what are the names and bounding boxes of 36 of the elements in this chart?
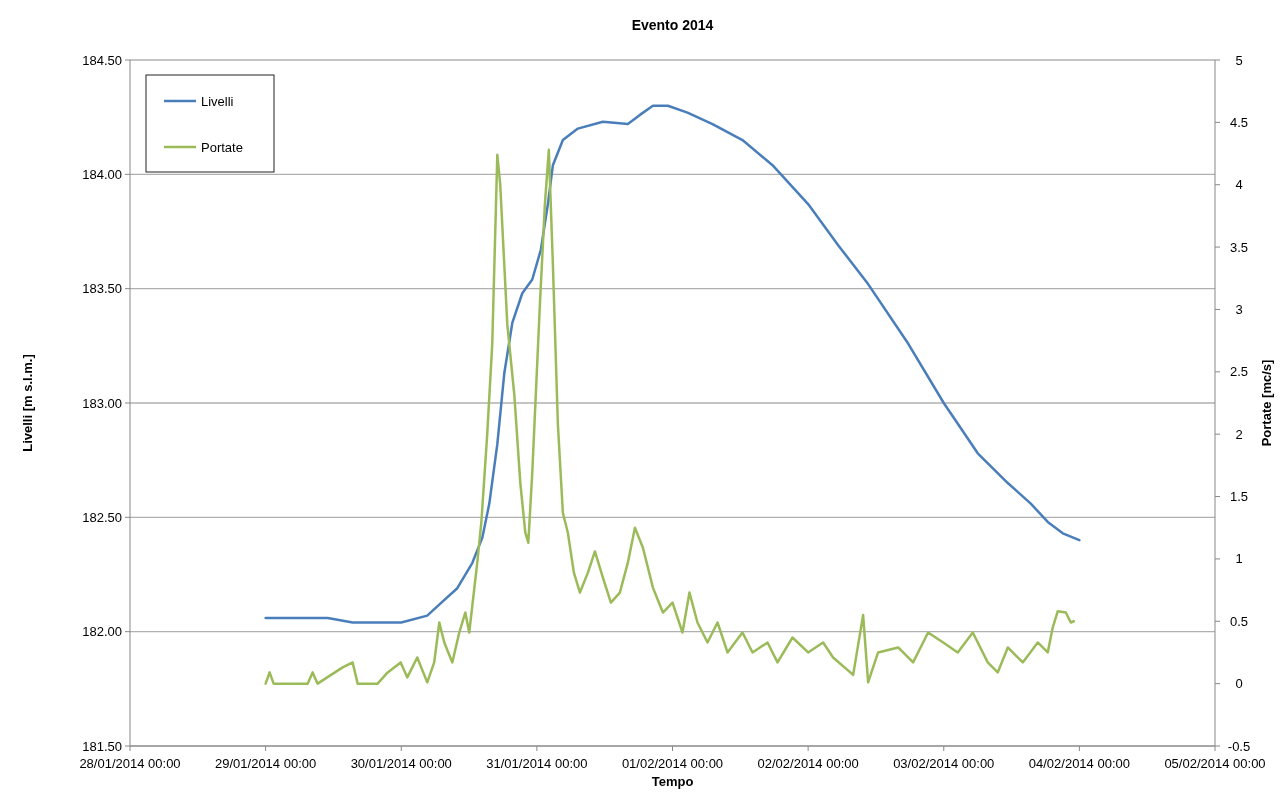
line-series — [264, 148, 1076, 685]
x-tick-label: 04/02/2014 00:00 — [1028, 756, 1130, 771]
y-tick-label: 184.50 — [82, 52, 122, 68]
y-tick-label: 183.00 — [82, 395, 122, 411]
y-tick-label: 184.00 — [82, 166, 122, 182]
x-tick-label: 29/01/2014 00:00 — [215, 756, 317, 771]
y-tick-label: 182.50 — [82, 509, 122, 525]
x-tick-label: 03/02/2014 00:00 — [893, 756, 995, 771]
x-tick-label: 05/02/2014 00:00 — [1164, 756, 1266, 771]
y-tick-label: 183.50 — [82, 281, 122, 297]
legend-label: Livelli — [201, 93, 234, 109]
y2-tick-label: 3.5 — [1229, 239, 1249, 255]
y2-tick-label: 0.5 — [1229, 613, 1249, 629]
y2-tick-label: 3 — [1235, 302, 1243, 317]
x-tick-label: 28/01/2014 00:00 — [79, 756, 181, 771]
x-tick-label: 30/01/2014 00:00 — [350, 756, 452, 771]
y2-tick-label: 5 — [1235, 52, 1243, 68]
y2-axis-title: Portate [mc/s] — [1259, 359, 1274, 447]
y2-tick-label: 2 — [1235, 426, 1243, 442]
chart-title: Evento 2014 — [631, 17, 714, 33]
y2-tick-label: 2.5 — [1229, 364, 1249, 380]
y2-tick-label: 1.5 — [1229, 489, 1249, 505]
x-tick-label: 02/02/2014 00:00 — [757, 756, 859, 771]
x-tick-label: 31/01/2014 00:00 — [486, 756, 588, 771]
y2-tick-label: 4 — [1235, 177, 1243, 193]
y2-tick-label: -0.5 — [1227, 738, 1251, 754]
legend-label: Portate — [201, 139, 243, 155]
y-axis-title: Livelli [m s.l.m.] — [20, 354, 35, 452]
line-series — [264, 104, 1081, 624]
x-axis-title: Tempo — [651, 774, 694, 789]
y-tick-label: 182.00 — [82, 624, 122, 640]
y2-tick-label: 1 — [1235, 551, 1243, 567]
y-tick-label: 181.50 — [82, 738, 122, 754]
y2-tick-label: 4.5 — [1229, 114, 1249, 130]
x-tick-label: 01/02/2014 00:00 — [621, 756, 724, 771]
y2-tick-label: 0 — [1235, 676, 1243, 692]
